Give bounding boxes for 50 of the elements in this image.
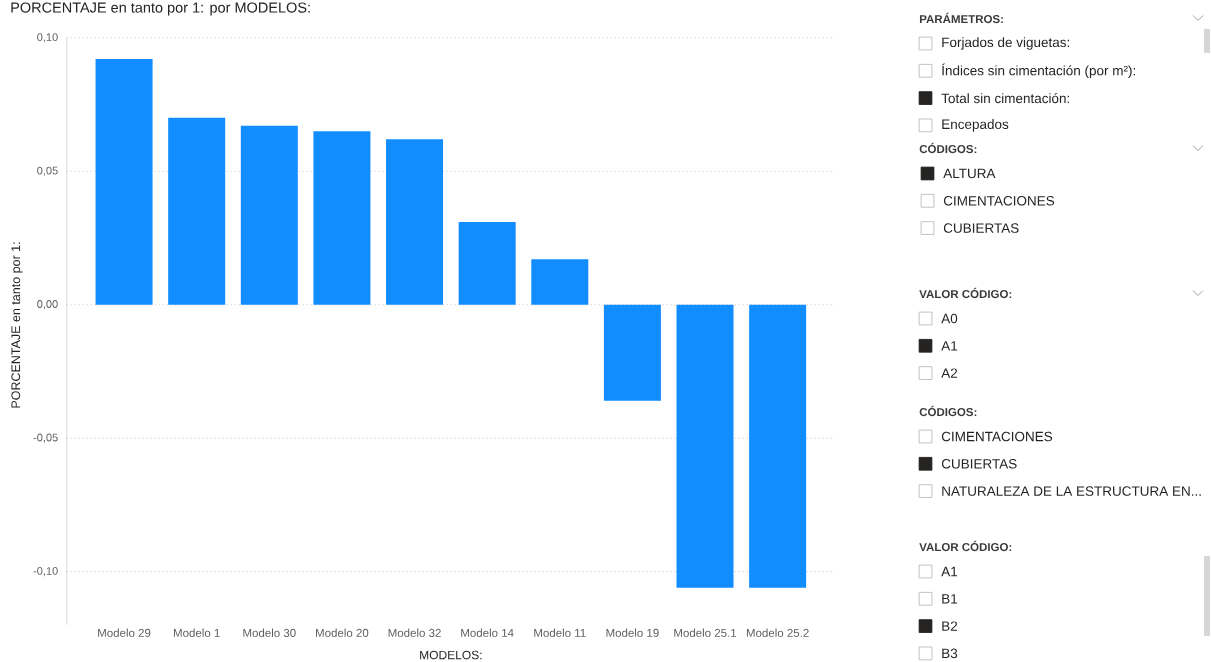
text: ALTURA xyxy=(943,168,996,179)
text: VALOR CÓDIGO: xyxy=(919,540,1012,552)
text: Total sin cimentación: xyxy=(941,93,1070,104)
y-tick-label: 0,10 xyxy=(37,33,58,43)
bar xyxy=(313,131,371,305)
x-tick-label: Modelo 32 xyxy=(388,628,441,637)
y-axis-title: PORCENTAJE en tanto por 1: xyxy=(11,242,23,408)
x-tick-label: Modelo 14 xyxy=(461,628,514,637)
x-tick-label: Modelo 29 xyxy=(98,628,151,637)
bar xyxy=(749,304,807,588)
x-tick-label: Modelo 20 xyxy=(316,628,369,637)
text: PARÁMETROS: xyxy=(919,12,1003,24)
text: CUBIERTAS xyxy=(943,223,1019,233)
x-tick-label: Modelo 1 xyxy=(173,628,220,637)
text: CIMENTACIONES xyxy=(943,196,1055,206)
text: B3 xyxy=(942,648,958,659)
bar xyxy=(386,139,444,305)
text: A0 xyxy=(941,313,958,324)
text: CUBIERTAS xyxy=(941,459,1017,469)
x-tick-label: Modelo 25.1 xyxy=(674,628,737,637)
text: A1 xyxy=(941,341,958,351)
text: A2 xyxy=(941,368,958,378)
text: CÓDIGOS: xyxy=(919,405,977,417)
text: A1 xyxy=(941,566,958,577)
bar xyxy=(676,304,734,588)
bar xyxy=(168,117,226,305)
y-tick-label: 0,00 xyxy=(37,300,58,310)
text: Índices sin cimentación (por m²): xyxy=(942,63,1136,79)
text: Forjados de viguetas: xyxy=(942,37,1070,50)
text: B1 xyxy=(942,594,958,604)
x-tick-label: Modelo 11 xyxy=(534,628,586,637)
text: VALOR CÓDIGO: xyxy=(919,287,1012,299)
bar xyxy=(603,304,661,401)
y-tick-label: 0,05 xyxy=(37,166,58,176)
x-tick-label: Modelo 25.2 xyxy=(746,628,809,637)
chart-title: PORCENTAJE en tanto por 1: por MODELOS: xyxy=(11,2,310,16)
bar xyxy=(458,221,516,305)
y-tick-label: -0,05 xyxy=(33,433,58,443)
x-tick-label: Modelo 30 xyxy=(243,628,296,637)
bar xyxy=(531,259,589,305)
x-axis-title: MODELOS: xyxy=(420,650,482,660)
text: B2 xyxy=(942,621,958,631)
text: Encepados xyxy=(942,119,1009,132)
bar xyxy=(240,125,298,305)
y-tick-label: -0,10 xyxy=(33,567,58,577)
text: CÓDIGOS: xyxy=(919,142,977,154)
text: CIMENTACIONES xyxy=(941,431,1053,442)
x-tick-label: Modelo 19 xyxy=(606,628,659,637)
bar xyxy=(95,59,153,305)
text: NATURALEZA DE LA ESTRUCTURA EN... xyxy=(942,486,1201,496)
